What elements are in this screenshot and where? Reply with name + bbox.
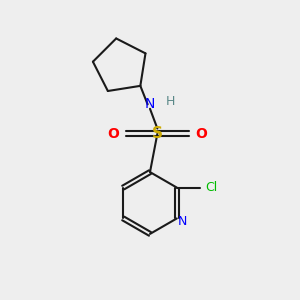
Text: O: O bbox=[107, 127, 119, 141]
Text: N: N bbox=[177, 215, 187, 229]
Text: S: S bbox=[152, 126, 163, 141]
Text: N: N bbox=[145, 98, 155, 111]
Text: Cl: Cl bbox=[206, 181, 218, 194]
Text: O: O bbox=[196, 127, 208, 141]
Text: H: H bbox=[166, 95, 175, 108]
